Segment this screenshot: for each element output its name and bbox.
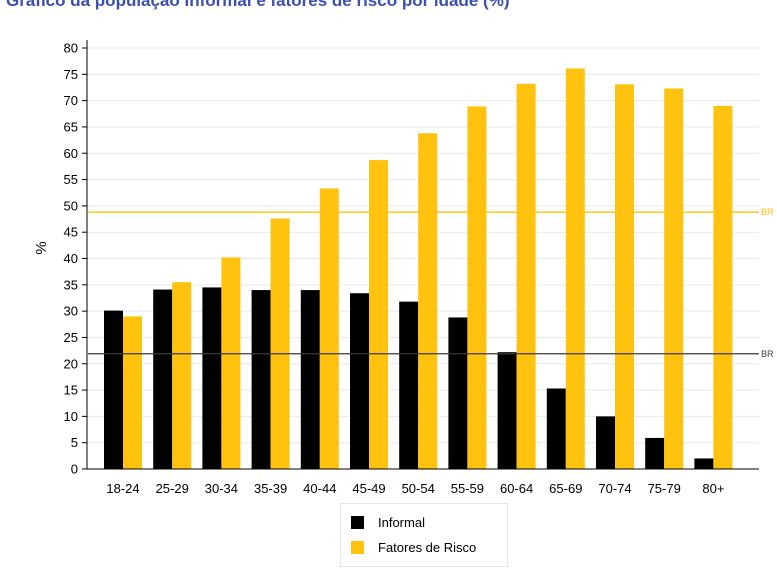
y-tick-label: 35 xyxy=(64,277,78,292)
bar-fatores-de-risco[interactable] xyxy=(664,88,684,470)
bar-fatores-de-risco[interactable] xyxy=(369,160,388,469)
bar-fatores-de-risco[interactable] xyxy=(467,106,487,469)
title-strip: Gráfico da população informal e fatores … xyxy=(0,0,777,11)
y-tick-label: 30 xyxy=(64,304,78,319)
y-tick-label: 65 xyxy=(64,119,78,134)
y-tick-label: 60 xyxy=(64,146,78,161)
bar-fatores-de-risco[interactable] xyxy=(516,83,536,469)
bar-informal[interactable] xyxy=(694,458,714,469)
y-tick-label: 45 xyxy=(64,225,78,240)
x-tick-label: 80+ xyxy=(702,481,724,496)
bar-informal[interactable] xyxy=(645,437,665,469)
bar-fatores-de-risco[interactable] xyxy=(418,133,438,469)
bar-fatores-de-risco[interactable] xyxy=(565,68,585,470)
bar-informal[interactable] xyxy=(300,290,320,469)
legend-label-fatores-de-risco: Fatores de Risco xyxy=(378,539,477,555)
bar-informal[interactable] xyxy=(448,317,468,469)
y-axis-title: % xyxy=(33,241,50,254)
y-tick-label: 40 xyxy=(64,251,78,266)
legend: Informal Fatores de Risco xyxy=(340,503,508,567)
bar-informal[interactable] xyxy=(350,293,369,469)
y-tick-label: 15 xyxy=(64,383,78,398)
y-tick-label: 70 xyxy=(64,93,78,108)
x-tick-label: 60-64 xyxy=(500,481,533,496)
bar-informal[interactable] xyxy=(153,289,173,469)
bar-informal[interactable] xyxy=(251,290,271,469)
y-tick-label: 55 xyxy=(64,172,78,187)
y-tick-label: 5 xyxy=(71,435,78,450)
y-tick-label: 50 xyxy=(64,198,78,213)
bar-fatores-de-risco[interactable] xyxy=(319,188,339,470)
reference-lines: BR BR xyxy=(88,207,774,359)
legend-item-informal[interactable]: Informal xyxy=(351,513,425,531)
y-tick-label: 80 xyxy=(64,41,78,56)
legend-item-fatores-de-risco[interactable]: Fatores de Risco xyxy=(351,538,476,556)
x-tick-labels: 18-24 25-29 30-34 35-39 40-44 45-49 50-54 55-59… xyxy=(106,481,724,496)
bar-informal[interactable] xyxy=(399,301,419,469)
bar-informal[interactable] xyxy=(104,310,123,469)
bar-fatores-de-risco[interactable] xyxy=(615,84,634,469)
bar-fatores-de-risco[interactable] xyxy=(713,105,733,469)
bar-informal[interactable] xyxy=(202,287,222,469)
y-tick-label: 10 xyxy=(64,409,78,424)
legend-swatch-informal xyxy=(351,515,364,529)
y-tick-label: 75 xyxy=(64,67,78,82)
y-tick-label: 20 xyxy=(64,356,78,371)
legend-label-informal: Informal xyxy=(378,514,425,530)
x-tick-label: 55-59 xyxy=(451,481,484,496)
y-tick-label: 25 xyxy=(64,330,78,345)
reference-line-label: BR xyxy=(761,207,774,217)
bars xyxy=(104,68,733,470)
x-tick-label: 18-24 xyxy=(106,481,139,496)
x-tick-label: 25-29 xyxy=(156,481,189,496)
chart-title: Gráfico da população informal e fatores … xyxy=(6,0,510,10)
bar-fatores-de-risco[interactable] xyxy=(172,282,192,469)
bar-fatores-de-risco[interactable] xyxy=(221,257,241,469)
x-tick-label: 30-34 xyxy=(205,481,238,496)
x-tick-label: 45-49 xyxy=(352,481,385,496)
axes xyxy=(82,40,759,470)
x-tick-label: 35-39 xyxy=(254,481,287,496)
legend-swatch-fatores-de-risco xyxy=(351,540,364,554)
reference-line-label: BR xyxy=(761,349,774,359)
x-tick-label: 70-74 xyxy=(598,481,631,496)
chart: BR BR 0 5 10 15 20 25 30 35 40 45 50 55 60 65 70 75 80 18… xyxy=(33,40,774,496)
x-tick-label: 65-69 xyxy=(549,481,582,496)
bar-fatores-de-risco[interactable] xyxy=(123,316,142,469)
y-tick-labels: 0 5 10 15 20 25 30 35 40 45 50 55 60 65 70 75 80 xyxy=(64,41,78,477)
bar-informal[interactable] xyxy=(546,388,566,469)
bar-informal[interactable] xyxy=(596,416,615,469)
x-tick-label: 50-54 xyxy=(402,481,435,496)
gridlines xyxy=(87,47,759,444)
x-tick-label: 40-44 xyxy=(303,481,336,496)
bar-fatores-de-risco[interactable] xyxy=(270,218,290,469)
x-tick-label: 75-79 xyxy=(648,481,681,496)
bar-informal[interactable] xyxy=(497,352,517,469)
y-tick-label: 0 xyxy=(71,462,78,477)
